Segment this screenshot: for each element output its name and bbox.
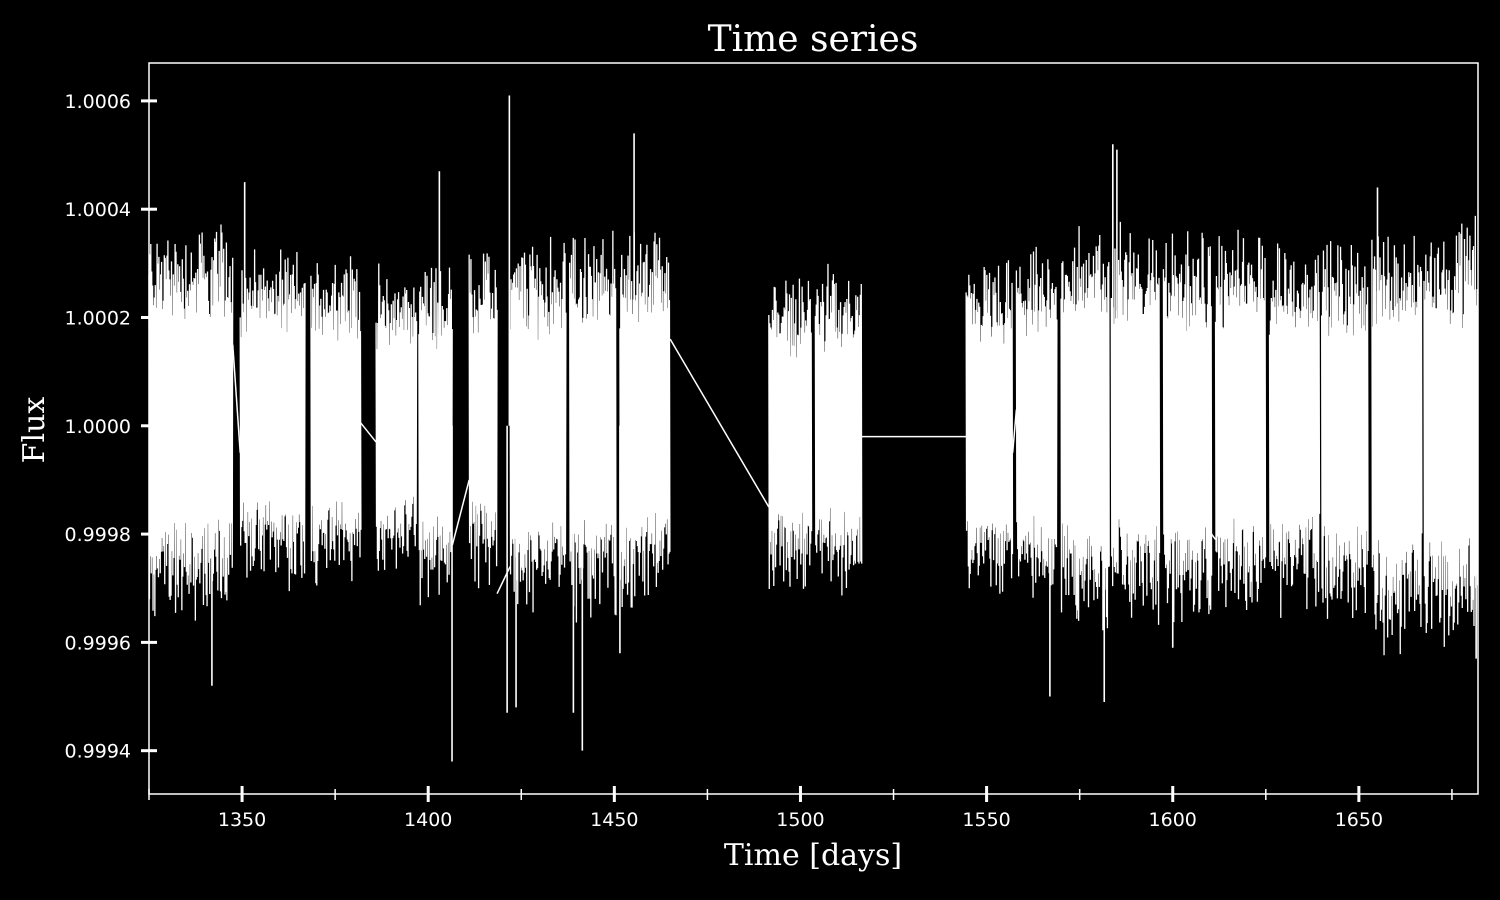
flux-segment-6 bbox=[509, 236, 567, 613]
y-tick-label-1: 0.9996 bbox=[65, 632, 131, 654]
connector-line-3 bbox=[496, 566, 511, 594]
connector-line-2 bbox=[451, 479, 470, 546]
y-axis-ticks: 0.9994 0.9996 0.9998 1.0000 1.0002 1.0004 1.00… bbox=[65, 91, 157, 763]
flux-segment-14 bbox=[1110, 221, 1161, 625]
connector-line-4 bbox=[669, 338, 770, 508]
flux-segment-0 bbox=[148, 224, 234, 621]
flux-segment-2 bbox=[310, 256, 362, 586]
y-tick-label-2: 0.9998 bbox=[65, 524, 131, 546]
x-axis-ticks: 1350 1400 1450 1500 1550 1600 1650 bbox=[148, 786, 1453, 831]
x-tick-label-1550: 1550 bbox=[962, 809, 1010, 831]
flux-segment-8 bbox=[619, 232, 671, 608]
plot-frame bbox=[148, 62, 1479, 795]
connector-line-0 bbox=[232, 344, 241, 453]
flux-segment-11 bbox=[965, 260, 1014, 594]
x-axis-label: Time [days] bbox=[724, 838, 902, 873]
flux-segment-4 bbox=[418, 267, 453, 606]
flux-segment-16 bbox=[1214, 229, 1267, 611]
flux-segment-17 bbox=[1268, 243, 1321, 618]
flux-segment-13 bbox=[1060, 226, 1110, 631]
flux-segment-3 bbox=[375, 263, 418, 571]
connector-line-6 bbox=[1011, 409, 1018, 453]
y-tick-label-0: 0.9994 bbox=[65, 741, 131, 763]
x-tick-label-1600: 1600 bbox=[1149, 809, 1197, 831]
y-axis-label: Flux bbox=[17, 397, 52, 464]
x-tick-label-1450: 1450 bbox=[590, 809, 638, 831]
flux-segment-19 bbox=[1371, 235, 1423, 656]
y-tick-label-3: 1.0000 bbox=[65, 416, 131, 438]
flux-segment-1 bbox=[239, 249, 306, 592]
x-tick-label-1650: 1650 bbox=[1335, 809, 1383, 831]
x-tick-label-1400: 1400 bbox=[404, 809, 452, 831]
flux-segment-10 bbox=[814, 263, 863, 596]
flux-segment-15 bbox=[1162, 231, 1213, 623]
flux-segment-20 bbox=[1423, 215, 1479, 647]
y-tick-label-5: 1.0004 bbox=[65, 199, 131, 221]
chart-title: Time series bbox=[708, 19, 919, 60]
flux-segment-18 bbox=[1321, 241, 1369, 619]
y-tick-label-6: 1.0006 bbox=[65, 91, 131, 113]
flux-segment-7 bbox=[569, 230, 617, 623]
flux-segment-9 bbox=[768, 278, 813, 589]
flux-segment-5 bbox=[468, 253, 498, 589]
data-layer bbox=[148, 95, 1479, 762]
x-tick-label-1500: 1500 bbox=[776, 809, 824, 831]
y-tick-label-4: 1.0002 bbox=[65, 307, 131, 329]
x-tick-label-1350: 1350 bbox=[218, 809, 266, 831]
